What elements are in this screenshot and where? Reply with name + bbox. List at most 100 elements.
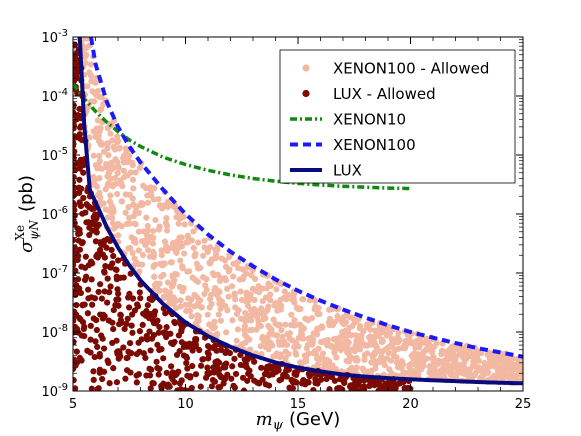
xenon100-allowed-point [179,265,186,272]
lux-allowed-point [387,383,394,390]
xenon100-allowed-point [481,359,488,367]
lux-allowed-point [95,288,102,296]
legend-box [279,49,516,184]
lux-allowed-point [113,276,121,283]
xenon100-allowed-point [242,339,249,346]
xenon100-allowed-point [125,204,132,211]
lux-allowed-point [258,364,265,371]
xenon100-allowed-point [92,176,99,183]
xenon100-allowed-point [105,206,112,214]
xenon100-allowed-point [291,343,298,351]
lux-allowed-point [222,349,229,357]
xenon100-allowed-point [314,325,321,332]
xenon100-allowed-point [325,319,333,326]
lux-allowed-point [80,325,87,333]
lux-allowed-point [310,386,317,391]
xenon100-allowed-point [114,190,121,198]
xenon100-allowed-point [291,316,298,324]
xenon100-allowed-point [164,279,172,286]
lux-allowed-point [90,376,97,383]
xenon100-allowed-point [163,227,171,234]
xenon100-allowed-point [234,326,242,333]
lux-allowed-point [261,371,269,378]
lux-allowed-point [160,380,167,387]
lux-allowed-point [289,384,296,391]
xenon100-allowed-point [222,257,229,264]
xenon100-allowed-point [217,305,224,312]
xenon100-allowed-point [209,270,217,277]
xenon100-allowed-point [319,350,327,357]
xenon100-allowed-point [361,356,368,363]
lux-allowed-point [210,364,217,371]
xenon100-allowed-point [136,202,143,209]
xenon100-allowed-point [469,362,476,369]
lux-allowed-point [104,275,111,282]
lux-allowed-point [223,360,230,367]
lux-allowed-point [205,355,212,362]
legend-item: XENON10 [290,111,406,129]
xenon100-allowed-point [213,253,220,260]
xenon100-allowed-point [126,220,133,227]
lux-allowed-point [189,362,196,370]
lux-allowed-point [99,251,106,258]
lux-allowed-point [136,348,143,355]
xenon100-allowed-point [122,191,129,198]
lux-allowed-point [228,375,235,382]
xenon100-allowed-point [201,237,208,244]
xenon100-allowed-point [95,162,102,169]
xenon100-allowed-point [233,310,241,318]
xenon100-allowed-point [142,228,149,235]
xenon100-allowed-point [328,343,335,350]
xenon100-allowed-point [215,311,222,318]
xenon100-allowed-point [87,61,94,68]
xenon100-allowed-point [135,247,142,254]
lux-allowed-point [147,347,154,354]
lux-allowed-point [123,354,130,362]
xenon100-allowed-point [104,214,111,221]
xenon100-allowed-point [388,335,395,342]
y-tick-label: 10-7 [41,264,68,282]
xenon100-allowed-point [265,346,272,353]
xenon100-allowed-point [186,301,193,308]
lux-allowed-point [300,377,307,384]
xenon100-allowed-point [275,338,282,345]
lux-allowed-point [80,158,87,165]
xenon100-allowed-point [292,349,299,356]
xenon100-allowed-point [151,282,158,289]
xenon100-allowed-point [384,330,391,337]
xenon100-allowed-point [181,221,188,228]
lux-allowed-point [101,288,108,295]
lux-allowed-point [98,295,105,302]
lux-allowed-point [83,273,90,280]
xenon100-allowed-point [110,225,117,232]
xenon100-allowed-point [129,249,136,256]
lux-allowed-point [184,365,191,372]
xenon100-allowed-point [446,345,454,353]
xenon100-allowed-point [105,140,112,147]
lux-allowed-point [288,376,295,383]
lux-allowed-point [146,372,154,379]
xenon100-allowed-point [122,145,130,152]
xenon100-allowed-point [198,304,205,311]
legend-item: LUX [290,162,362,180]
lux-allowed-point [87,258,95,265]
xenon100-allowed-point [160,271,167,278]
lux-allowed-point [99,375,106,383]
lux-allowed-point [73,111,78,119]
xenon100-allowed-point [233,337,240,344]
xenon100-allowed-point [259,335,266,342]
lux-allowed-point [95,385,102,391]
xenon100-allowed-point [268,326,275,333]
lux-allowed-point [134,301,141,308]
xenon100-allowed-point [190,228,197,235]
x-tick-label: 20 [402,397,419,412]
legend-label: XENON100 [333,136,416,154]
lux-allowed-point [117,311,124,318]
lux-allowed-point [109,260,116,267]
xenon100-allowed-point [201,244,208,251]
lux-allowed-point [116,350,123,357]
xenon100-allowed-point [240,275,247,283]
xenon100-allowed-point [443,355,451,362]
xenon100-allowed-point [94,192,101,199]
lux-allowed-point [154,364,161,372]
